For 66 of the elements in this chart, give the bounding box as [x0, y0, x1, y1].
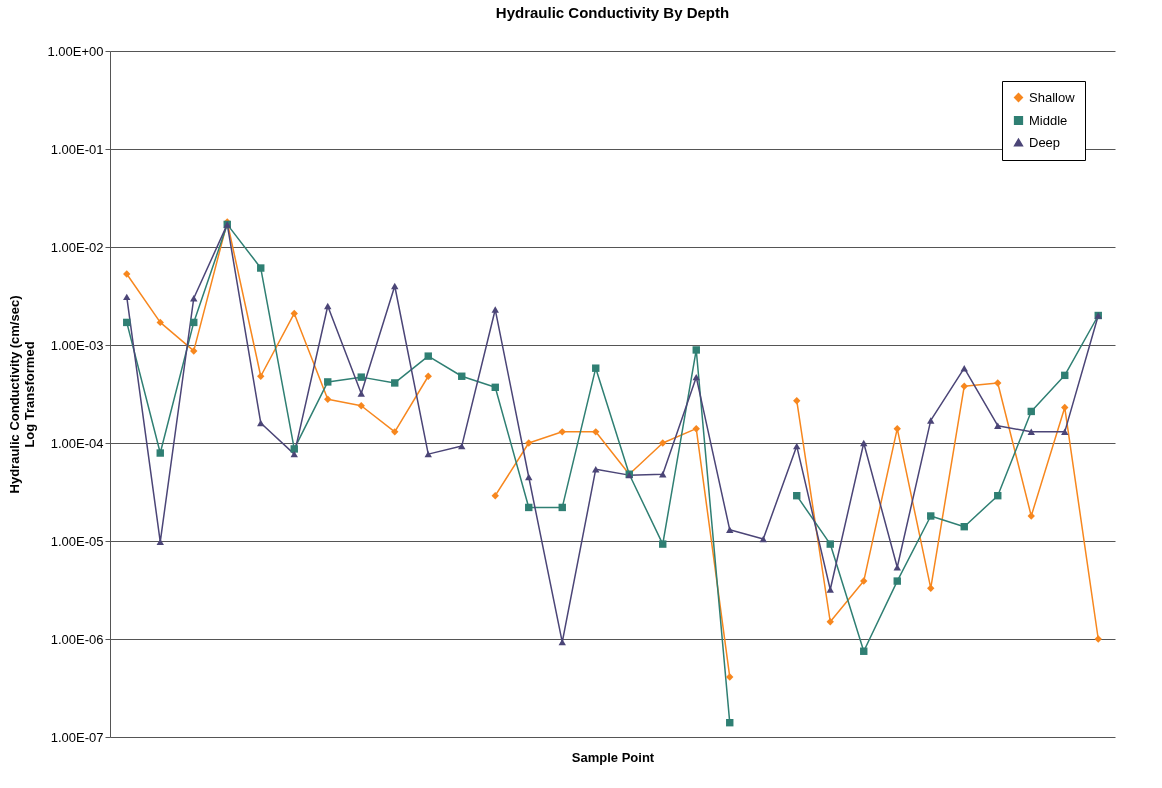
- point: [257, 372, 265, 380]
- point: [927, 584, 935, 592]
- point: [156, 449, 164, 457]
- y-tick-label: 1.00E-06: [50, 631, 104, 647]
- point: [357, 373, 365, 381]
- point: [525, 473, 533, 481]
- point: [793, 442, 801, 450]
- point: [357, 402, 365, 410]
- legend-label: Middle: [1029, 112, 1068, 128]
- point: [692, 424, 700, 433]
- point: [156, 538, 164, 546]
- point: [692, 346, 700, 354]
- point: [324, 302, 332, 310]
- x-axis-title: Sample Point: [571, 749, 655, 765]
- point: [290, 309, 298, 318]
- point: [257, 419, 265, 427]
- point: [726, 673, 734, 681]
- point: [592, 364, 600, 372]
- point: [424, 372, 432, 380]
- point: [927, 417, 935, 424]
- point: [391, 379, 399, 387]
- y-tick-label: 1.00E-04: [50, 435, 104, 451]
- point: [860, 577, 868, 585]
- point: [156, 318, 164, 327]
- point: [826, 618, 834, 626]
- point: [324, 395, 332, 403]
- point: [424, 352, 432, 360]
- point: [458, 442, 466, 450]
- point: [491, 306, 499, 313]
- point: [994, 379, 1002, 387]
- point: [893, 424, 901, 433]
- chart-title: Hydraulic Conductivity By Depth: [495, 4, 730, 21]
- y-tick-label: 1.00E-05: [50, 533, 104, 549]
- y-tick-label: 1.00E+00: [47, 43, 104, 59]
- point: [1061, 403, 1069, 412]
- y-tick-label: 1.00E-01: [50, 141, 104, 157]
- point: [726, 526, 734, 534]
- y-tick-label: 1.00E-03: [50, 337, 104, 353]
- point: [1061, 428, 1069, 436]
- point: [860, 439, 868, 447]
- point: [826, 540, 834, 548]
- point: [491, 491, 499, 500]
- point: [759, 535, 767, 543]
- point: [960, 382, 968, 390]
- point: [190, 347, 198, 355]
- legend-label: Deep: [1029, 134, 1061, 150]
- point: [1027, 428, 1035, 436]
- legend-label: Shallow: [1029, 89, 1076, 105]
- y-tick-label: 1.00E-02: [50, 239, 104, 255]
- point: [391, 282, 399, 290]
- point: [592, 428, 600, 436]
- point: [324, 378, 332, 386]
- point: [659, 540, 667, 548]
- y-tick-label: 1.00E-07: [50, 729, 104, 745]
- point: [290, 445, 298, 453]
- point: [893, 577, 901, 585]
- point: [257, 264, 265, 272]
- point: [123, 293, 131, 301]
- point: [558, 428, 566, 436]
- point: [391, 428, 399, 436]
- y-axis-title: Hydraulic Conductivity (cm/sec) Log Transformed: [7, 295, 38, 494]
- point: [826, 586, 834, 593]
- point: [793, 397, 801, 405]
- point: [927, 512, 935, 520]
- point: [994, 422, 1002, 429]
- point: [357, 390, 365, 397]
